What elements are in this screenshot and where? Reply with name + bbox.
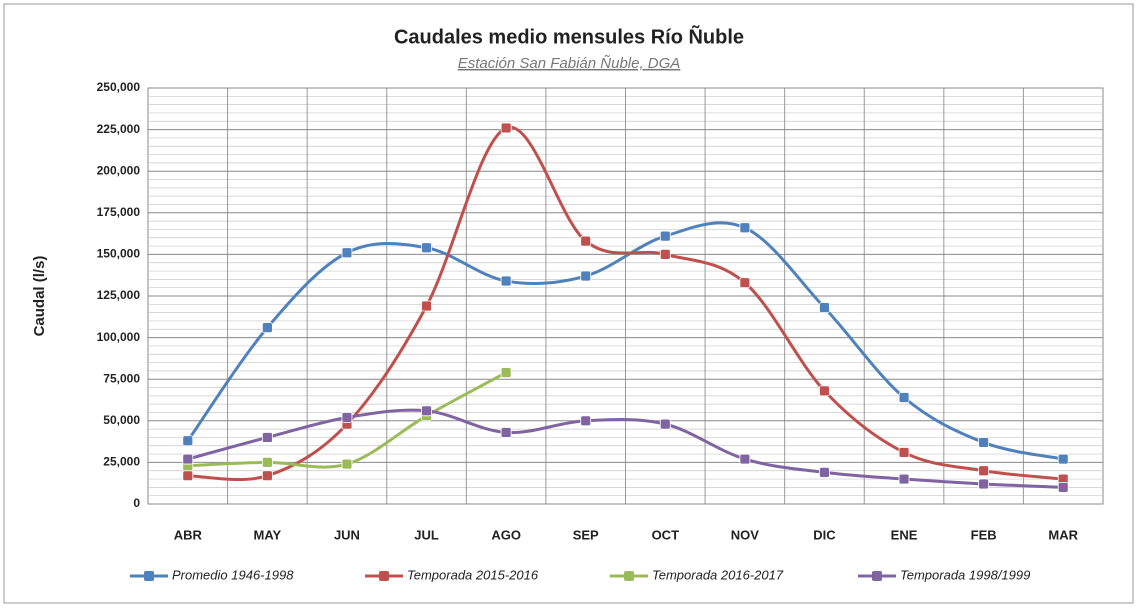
legend-label: Temporada 2015-2016	[407, 567, 539, 582]
legend-marker	[379, 571, 389, 581]
point-marker	[978, 478, 990, 490]
legend-marker	[624, 571, 634, 581]
legend-marker	[872, 571, 882, 581]
point-marker	[261, 470, 273, 482]
x-tick-label: MAY	[254, 527, 282, 542]
x-tick-label: JUN	[334, 527, 360, 542]
point-marker	[898, 447, 910, 458]
point-marker	[1057, 481, 1069, 493]
point-marker	[819, 385, 830, 397]
point-marker	[341, 412, 353, 423]
x-tick-label: FEB	[971, 527, 997, 542]
point-marker	[261, 322, 273, 334]
legend-label: Temporada 2016-2017	[652, 567, 784, 582]
chart-subtitle: Estación San Fabián Ñuble, DGA	[458, 55, 681, 72]
point-marker	[580, 235, 592, 247]
point-marker	[659, 418, 671, 430]
legend-label: Promedio 1946-1998	[172, 567, 294, 582]
y-tick-label: 250,000	[97, 80, 141, 94]
point-marker	[500, 275, 512, 287]
point-marker	[819, 302, 830, 314]
point-marker	[819, 466, 830, 478]
point-marker	[739, 222, 751, 234]
point-marker	[500, 122, 512, 134]
x-tick-label: NOV	[731, 527, 760, 542]
legend-label: Temporada 1998/1999	[900, 567, 1030, 582]
point-marker	[421, 242, 432, 254]
point-marker	[739, 277, 751, 289]
y-tick-label: 75,000	[103, 371, 140, 385]
x-tick-label: AGO	[491, 527, 521, 542]
x-tick-label: SEP	[573, 527, 599, 542]
point-marker	[978, 465, 990, 477]
point-marker	[500, 427, 512, 438]
x-tick-label: ENE	[891, 527, 918, 542]
x-tick-label: ABR	[174, 527, 203, 542]
point-marker	[898, 392, 910, 403]
x-tick-label: MAR	[1048, 527, 1078, 542]
point-marker	[421, 300, 432, 312]
point-marker	[182, 435, 194, 447]
point-marker	[580, 270, 592, 282]
y-tick-label: 200,000	[97, 163, 141, 177]
y-tick-label: 125,000	[97, 288, 141, 302]
point-marker	[341, 247, 353, 259]
legend-marker	[144, 571, 154, 581]
x-tick-label: DIC	[813, 527, 836, 542]
chart-title: Caudales medio mensules Río Ñuble	[394, 25, 744, 48]
y-tick-label: 25,000	[103, 455, 140, 469]
y-tick-label: 150,000	[97, 247, 141, 261]
y-tick-label: 0	[133, 496, 140, 510]
point-marker	[182, 470, 194, 482]
point-marker	[421, 405, 432, 417]
point-marker	[978, 437, 990, 448]
point-marker	[261, 432, 273, 443]
point-marker	[341, 458, 353, 470]
point-marker	[580, 415, 592, 427]
point-marker	[739, 453, 751, 465]
x-tick-label: JUL	[414, 527, 439, 542]
point-marker	[659, 230, 671, 242]
point-marker	[659, 248, 671, 260]
x-tick-label: OCT	[652, 527, 680, 542]
y-axis-label: Caudal (l/s)	[31, 256, 48, 337]
point-marker	[1057, 453, 1069, 465]
y-tick-label: 225,000	[97, 122, 141, 136]
point-marker	[898, 473, 910, 485]
y-tick-label: 100,000	[97, 330, 141, 344]
point-marker	[261, 456, 273, 468]
y-tick-label: 175,000	[97, 205, 141, 219]
point-marker	[500, 367, 512, 378]
y-tick-label: 50,000	[103, 413, 140, 427]
point-marker	[182, 453, 194, 465]
